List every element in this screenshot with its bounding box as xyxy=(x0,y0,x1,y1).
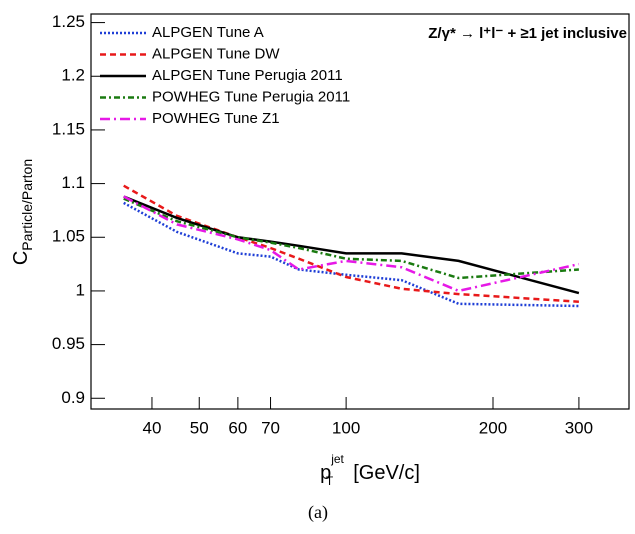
series-line xyxy=(123,195,580,293)
x-label-unit: [GeV/c] xyxy=(353,462,420,484)
y-tick-label: 1.25 xyxy=(52,12,85,31)
series-line xyxy=(123,195,580,295)
x-axis-label: pjet T [GeV/c] xyxy=(320,452,420,488)
legend-label: ALPGEN Tune Perugia 2011 xyxy=(152,67,343,84)
series-line xyxy=(123,197,579,280)
x-tick-label: 70 xyxy=(261,418,280,437)
y-tick-label: 0.9 xyxy=(61,388,85,407)
caption: (a) xyxy=(308,502,328,523)
x-tick-label: 200 xyxy=(479,418,507,437)
series-line xyxy=(123,201,579,308)
legend-label: ALPGEN Tune DW xyxy=(152,45,280,62)
legend-label: ALPGEN Tune A xyxy=(152,24,264,41)
plot-frame xyxy=(90,13,630,410)
y-label-main: C xyxy=(10,251,32,265)
x-label-sub: T xyxy=(326,474,334,488)
legend-label: POWHEG Tune Perugia 2011 xyxy=(152,88,350,105)
y-tick-label: 1.1 xyxy=(61,173,85,192)
x-tick-label: 50 xyxy=(190,418,209,437)
y-tick-label: 1.15 xyxy=(52,119,85,138)
annotation: Z/γ* → l⁺l⁻ + ≥1 jet inclusive xyxy=(428,25,627,42)
x-tick-label: 300 xyxy=(565,418,593,437)
y-tick-label: 1 xyxy=(76,280,85,299)
y-tick-label: 1.2 xyxy=(61,66,85,85)
y-tick-label: 1.05 xyxy=(52,227,85,246)
x-tick-label: 60 xyxy=(228,418,247,437)
y-label-sub: Particle/Parton xyxy=(19,159,35,251)
x-label-sup: jet xyxy=(330,452,344,466)
x-label-main: p xyxy=(320,462,331,484)
y-tick-label: 0.95 xyxy=(52,334,85,353)
series-line xyxy=(123,184,579,303)
y-axis-label: CParticle/Parton xyxy=(10,159,34,265)
legend-label: POWHEG Tune Z1 xyxy=(152,110,280,127)
x-tick-label: 100 xyxy=(332,418,360,437)
x-tick-label: 40 xyxy=(142,418,161,437)
